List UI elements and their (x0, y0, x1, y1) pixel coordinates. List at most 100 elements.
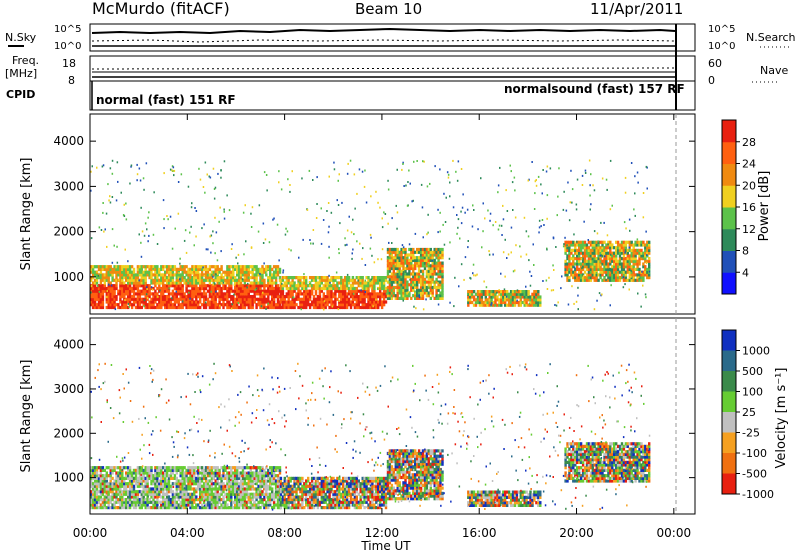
echo-cell (502, 218, 505, 221)
echo-cell (564, 251, 567, 255)
echo-cell (467, 246, 469, 249)
echo-cell (249, 276, 252, 280)
echo-cell (181, 476, 184, 480)
echo-cell (142, 474, 145, 478)
echo-cell (101, 165, 104, 168)
echo-cell (579, 273, 583, 277)
echo-cell (607, 243, 609, 246)
echo-cell (230, 284, 233, 288)
echo-cell (99, 506, 103, 510)
echo-cell (156, 265, 159, 269)
echo-cell (630, 267, 633, 271)
echo-cell (243, 292, 247, 296)
echo-cell (140, 297, 143, 301)
echo-cell (388, 256, 392, 260)
echo-cell (400, 280, 403, 284)
echo-cell (148, 286, 151, 291)
echo-cell (305, 289, 308, 293)
echo-cell (117, 180, 119, 183)
echo-cell (509, 303, 513, 307)
nsearch-trace (91, 39, 676, 43)
echo-cell (101, 484, 105, 488)
echo-cell (220, 278, 223, 282)
echo-cell (441, 296, 444, 300)
echo-cell (121, 273, 124, 277)
echo-cell (419, 256, 423, 260)
echo-cell (515, 244, 517, 247)
echo-cell (243, 300, 247, 304)
echo-cell (164, 487, 167, 491)
echo-cell (237, 297, 241, 301)
echo-cell (340, 279, 342, 282)
echo-cell (138, 265, 142, 269)
echo-cell (152, 474, 155, 478)
echo-cell (363, 303, 366, 307)
echo-cell (390, 253, 394, 257)
echo-cell (609, 251, 612, 255)
echo-cell (626, 248, 629, 252)
echo-cell (138, 479, 142, 483)
echo-cell (425, 269, 429, 273)
echo-cell (402, 280, 405, 284)
echo-cell (638, 276, 640, 279)
echo-cell (123, 281, 126, 285)
echo-cell (537, 292, 540, 296)
echo-cell (249, 281, 252, 285)
echo-cell (301, 286, 304, 291)
echo-cell (109, 265, 112, 269)
echo-cell (326, 286, 329, 291)
echo-cell (271, 286, 274, 291)
echo-cell (521, 290, 524, 294)
echo-cell (156, 305, 159, 310)
echo-cell (169, 300, 173, 304)
echo-cell (241, 466, 245, 470)
echo-cell (441, 285, 444, 290)
echo-cell (373, 278, 376, 282)
echo-cell (507, 253, 510, 256)
echo-cell (154, 276, 157, 280)
echo-cell (534, 192, 536, 195)
echo-cell (109, 468, 112, 472)
echo-cell (607, 265, 610, 269)
echo-cell (561, 275, 563, 278)
echo-cell (169, 265, 173, 269)
echo-cell (429, 277, 432, 281)
echo-cell (419, 277, 423, 281)
echo-cell (272, 286, 276, 291)
echo-cell (199, 471, 202, 475)
echo-cell (533, 300, 536, 305)
echo-cell (164, 476, 167, 480)
echo-cell (146, 476, 149, 480)
echo-cell (105, 474, 108, 478)
echo-cell (272, 305, 276, 310)
echo-cell (226, 484, 229, 488)
echo-cell (469, 300, 472, 305)
echo-cell (181, 503, 184, 507)
echo-cell (431, 269, 434, 273)
echo-cell (109, 500, 112, 504)
echo-cell (644, 251, 647, 255)
echo-cell (113, 300, 116, 304)
echo-cell (507, 300, 511, 305)
echo-cell (356, 192, 358, 195)
echo-cell (167, 466, 171, 470)
echo-cell (336, 286, 339, 291)
echo-cell (367, 276, 370, 280)
echo-cell (146, 482, 149, 486)
echo-cell (416, 288, 419, 292)
echo-cell (336, 281, 339, 285)
echo-cell (117, 498, 120, 502)
echo-cell (156, 482, 159, 486)
echo-cell (247, 276, 250, 280)
echo-cell (421, 296, 425, 300)
echo-cell (646, 270, 649, 274)
echo-cell (380, 303, 384, 307)
echo-cell (222, 500, 225, 504)
echo-cell (456, 214, 458, 216)
echo-cell (328, 286, 331, 291)
echo-cell (271, 267, 274, 271)
echo-cell (142, 476, 145, 480)
echo-cell (153, 191, 155, 194)
echo-cell (234, 292, 237, 296)
echo-cell (210, 270, 214, 274)
